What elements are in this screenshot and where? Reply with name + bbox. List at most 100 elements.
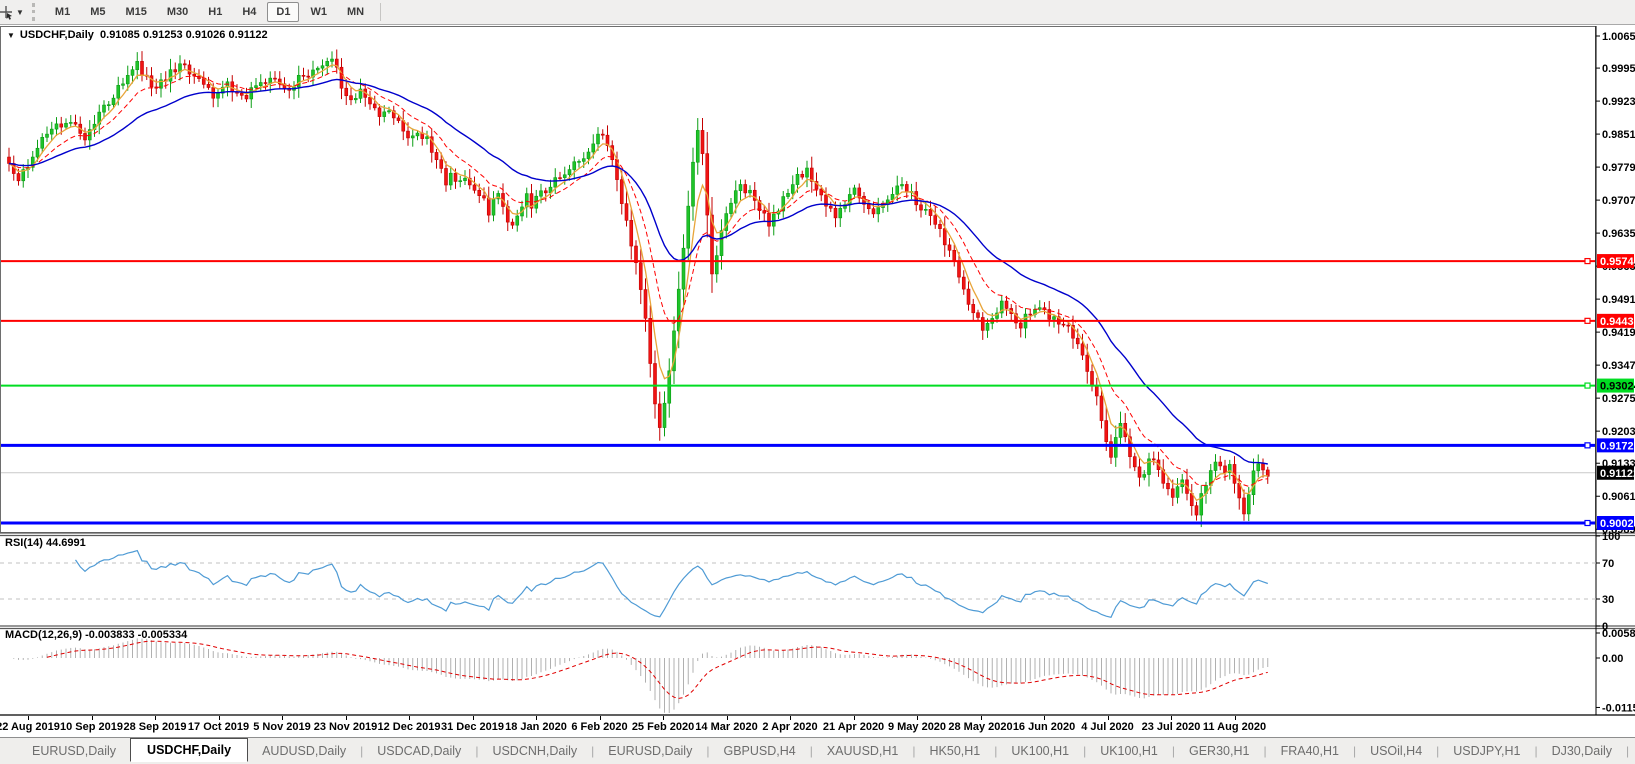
time-tick-label: 12 Dec 2019 xyxy=(377,721,441,733)
horizontal-level-lines[interactable] xyxy=(0,257,1596,527)
rsi-pane-label: RSI(14) 44.6991 xyxy=(5,537,86,549)
time-tick xyxy=(1171,716,1172,720)
timeframe-button-m1[interactable]: M1 xyxy=(54,6,71,18)
line-price-label: 0.90026 xyxy=(1600,518,1635,530)
time-tick-label: 4 Jul 2020 xyxy=(1081,721,1134,733)
chart-ohlc-values: 0.91085 0.91253 0.91026 0.91122 xyxy=(100,29,268,41)
chart-tab-audusd-daily[interactable]: AUDUSD,Daily xyxy=(262,744,347,758)
chart-tab-china300-h1[interactable]: CHINA300,H1 xyxy=(1629,740,1635,762)
time-tick xyxy=(790,716,791,720)
rsi-tick-label: 0 xyxy=(1602,621,1608,633)
chart-symbol-label: USDCHF,Daily xyxy=(19,29,94,41)
time-tick-label: 25 Feb 2020 xyxy=(631,721,695,733)
tab-divider: | xyxy=(912,744,916,758)
time-tick xyxy=(1044,716,1045,720)
timeframe-button-w1[interactable]: W1 xyxy=(310,6,327,18)
line-price-label: 0.94436 xyxy=(1600,316,1635,328)
time-tick-label: 21 Apr 2020 xyxy=(822,721,885,733)
tab-divider: | xyxy=(360,744,364,758)
macd-signal-line xyxy=(46,640,1268,699)
line-price-label: 0.91122 xyxy=(1600,468,1635,480)
chart-tab-hk50-h1[interactable]: HK50,H1 xyxy=(929,744,981,758)
chart-menu-icon[interactable]: ▼ xyxy=(7,31,15,40)
ma-medium-line xyxy=(8,70,1268,487)
time-tick xyxy=(853,716,855,720)
chart-title: ▼ USDCHF,Daily 0.91085 0.91253 0.91026 0.… xyxy=(7,29,268,41)
time-tick xyxy=(91,716,93,720)
chart-tab-usdcad-daily[interactable]: USDCAD,Daily xyxy=(377,744,462,758)
chart-tab-bar: EURUSD,Daily USDCHF,Daily AUDUSD,Daily | USD… xyxy=(0,737,1635,764)
timeframe-button-d1[interactable]: D1 xyxy=(267,2,300,22)
line-price-label: 0.93024 xyxy=(1600,381,1635,393)
time-tick-label: 6 Feb 2020 xyxy=(571,721,628,733)
tab-divider: | xyxy=(591,744,595,758)
chart-tab-xauusd-h1[interactable]: XAUUSD,H1 xyxy=(826,744,899,758)
chart-tab-usoil-h4[interactable]: USOil,H4 xyxy=(1370,744,1423,758)
timeframe-button-m15[interactable]: M15 xyxy=(125,6,147,18)
ma-fast-line xyxy=(8,64,1268,502)
tab-divider: | xyxy=(1083,744,1087,758)
rsi-tick-label: 100 xyxy=(1602,531,1620,543)
time-tick-label: 18 Jan 2020 xyxy=(505,721,567,733)
chart-tab-ger30-h1[interactable]: GER30,H1 xyxy=(1189,744,1250,758)
time-tick-label: 16 Jun 2020 xyxy=(1012,721,1076,733)
chart-tab-usdcnh-daily[interactable]: USDCNH,Daily xyxy=(492,744,578,758)
chart-tab-eurusd-daily[interactable]: EURUSD,Daily xyxy=(32,744,117,758)
timeframe-toolbar: ▼ M1 M5 M15 M30 H1 H4 D1 W1 MN xyxy=(0,0,1635,25)
hline-handle[interactable] xyxy=(1584,382,1591,389)
hline-handle[interactable] xyxy=(1584,519,1591,527)
time-tick xyxy=(536,716,537,720)
time-tick xyxy=(345,716,347,720)
time-tick-label: 17 Oct 2019 xyxy=(187,721,250,733)
hline-handle[interactable] xyxy=(1584,442,1591,449)
timeframe-button-m30[interactable]: M30 xyxy=(166,6,189,18)
time-tick-label: 9 May 2020 xyxy=(887,721,947,733)
hline-handle[interactable] xyxy=(1584,257,1591,265)
tab-divider: | xyxy=(994,744,998,758)
chart-tab-fra40-h1[interactable]: FRA40,H1 xyxy=(1280,744,1339,758)
tab-divider: | xyxy=(1436,744,1440,758)
toolbar-grip[interactable] xyxy=(31,3,38,21)
tab-divider: | xyxy=(1626,744,1630,758)
chart-tab-dj30-daily[interactable]: DJ30,Daily xyxy=(1551,744,1613,758)
chart-tab-uk100-h1[interactable]: UK100,H1 xyxy=(1011,744,1070,758)
macd-pane-label: MACD(12,26,9) -0.003833 -0.005334 xyxy=(5,629,188,641)
ma-slow-line xyxy=(8,78,1268,465)
crosshair-cursor-icon[interactable] xyxy=(0,3,15,21)
timeframe-button-h1[interactable]: H1 xyxy=(208,6,223,18)
tab-divider: | xyxy=(1263,744,1267,758)
time-tick xyxy=(917,716,918,720)
time-tick xyxy=(218,716,220,720)
timeframe-button-m5[interactable]: M5 xyxy=(90,6,106,18)
time-tick xyxy=(28,716,29,720)
time-tick-label: 31 Dec 2019 xyxy=(441,721,504,733)
chart-tab-gbpusd-h4[interactable]: GBPUSD,H4 xyxy=(723,744,796,758)
time-tick xyxy=(282,716,283,720)
macd-tick-label: 0.00 xyxy=(1602,653,1623,665)
chart-tab-eurusd-daily[interactable]: EURUSD,Daily xyxy=(608,744,693,758)
timeframe-button-mn[interactable]: MN xyxy=(346,6,365,18)
time-tick xyxy=(1107,716,1109,720)
time-tick xyxy=(980,716,982,720)
dropdown-caret-icon[interactable]: ▼ xyxy=(16,7,24,17)
rsi-tick-label: 70 xyxy=(1602,558,1614,570)
time-tick xyxy=(599,716,601,720)
chart-tab-uk100-h1[interactable]: UK100,H1 xyxy=(1100,744,1158,758)
time-tick-label: 11 Aug 2020 xyxy=(1202,721,1267,733)
time-tick xyxy=(663,716,664,720)
time-tick-label: 28 May 2020 xyxy=(948,721,1013,733)
time-tick-label: 28 Sep 2019 xyxy=(123,721,187,733)
chart-tab-usdchf-daily[interactable]: USDCHF,Daily xyxy=(130,738,249,762)
candlestick-series xyxy=(7,49,1270,528)
timeframe-button-h4[interactable]: H4 xyxy=(242,6,257,18)
hline-handle[interactable] xyxy=(1584,317,1591,324)
chart-tab-usdjpy-h1[interactable]: USDJPY,H1 xyxy=(1453,744,1521,758)
